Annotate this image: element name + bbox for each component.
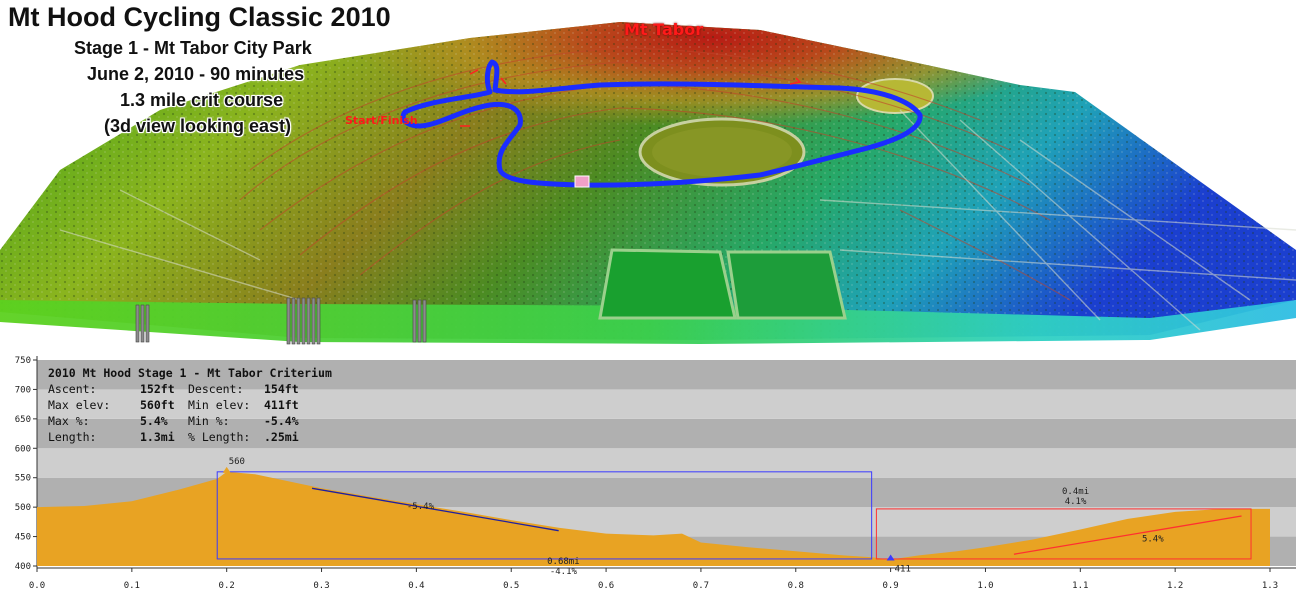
chart-band — [37, 418, 1296, 449]
max-elevation-marker — [222, 466, 231, 473]
x-tick-label: 1.3 — [1262, 581, 1278, 591]
chart-annotations: -5.4% 0.68mi -4.1% 5.4% 0.4mi 4.1% 560 4… — [216, 457, 1252, 577]
terrain-render — [0, 22, 1296, 345]
y-tick-label: 400 — [15, 562, 31, 572]
stats-row: Length: 1.3mi % Length: .25mi — [48, 429, 332, 445]
chart-band — [37, 448, 1296, 478]
elevation-area — [37, 471, 1270, 566]
pct-length-value: .25mi — [264, 430, 299, 444]
y-tick-label: 600 — [15, 444, 31, 454]
descent-grade-line — [311, 487, 559, 532]
ascent-value: 152ft — [140, 382, 175, 396]
climb-segment-box — [875, 508, 1252, 560]
x-tick-label: 0.2 — [219, 581, 235, 591]
race-route — [400, 59, 923, 188]
climb-grade-line — [1013, 515, 1242, 555]
start-finish-label: Start/Finish — [345, 114, 418, 127]
max-grade-label: Max %: — [48, 414, 90, 428]
map-subtitle-course: 1.3 mile crit course — [120, 90, 284, 110]
min-elev-value: 411ft — [264, 398, 299, 412]
descent-label: Descent: — [188, 382, 244, 396]
min-elevation-marker — [886, 554, 895, 561]
profile-stats: 2010 Mt Hood Stage 1 - Mt Tabor Criteriu… — [48, 365, 332, 445]
min-grade-value: -5.4% — [264, 414, 299, 428]
map-subtitle-stage: Stage 1 - Mt Tabor City Park — [74, 38, 312, 58]
y-tick-label: 650 — [15, 415, 31, 425]
y-tick-label: 450 — [15, 533, 31, 543]
x-tick-label: 0.4 — [408, 581, 424, 591]
x-axis: 0.0 0.1 0.2 0.3 0.4 0.5 0.6 0.7 0.8 0.9 1.0 1.1 1.2 1… — [29, 567, 1296, 591]
length-label: Length: — [48, 430, 97, 444]
descent-grade-label: -5.4% — [407, 502, 435, 512]
climb-distance-label: 0.4mi — [1062, 487, 1089, 497]
min-elev-label: Min elev: — [188, 398, 251, 412]
chart-band — [37, 389, 1296, 419]
y-axis: 400 450 500 550 600 650 700 750 — [15, 356, 38, 572]
x-tick-label: 0.1 — [124, 581, 140, 591]
max-elevation-label: 560 — [229, 457, 245, 467]
profile-title: 2010 Mt Hood Stage 1 - Mt Tabor Criteriu… — [48, 366, 332, 380]
stats-row: Max %: 5.4% Min %: -5.4% — [48, 413, 332, 429]
start-finish-marker — [574, 175, 590, 188]
min-grade-label: Min %: — [188, 414, 230, 428]
max-elev-value: 560ft — [140, 398, 175, 412]
descent-value: 154ft — [264, 382, 299, 396]
pct-length-label: % Length: — [188, 430, 251, 444]
map-3d-view: Mt Hood Cycling Classic 2010 Stage 1 - M… — [0, 2, 1296, 345]
y-tick-label: 750 — [15, 356, 31, 366]
x-tick-label: 0.7 — [693, 581, 709, 591]
elevation-profile: 400 450 500 550 600 650 700 750 0.0 0.1 0.2 0.3 0.4… — [0, 356, 1296, 594]
ascent-label: Ascent: — [48, 382, 97, 396]
chart-band — [37, 360, 1296, 390]
climb-average-label: 4.1% — [1065, 497, 1087, 507]
map-title: Mt Hood Cycling Classic 2010 — [8, 2, 391, 32]
y-tick-label: 700 — [15, 385, 31, 395]
descent-average-label: -4.1% — [550, 567, 578, 577]
elevation-chart: 400 450 500 550 600 650 700 750 0.0 0.1 0.2 0.3 0.4… — [15, 356, 1296, 591]
max-grade-value: 5.4% — [140, 414, 168, 428]
map-subtitle-date: June 2, 2010 - 90 minutes — [87, 64, 305, 84]
stats-row: Max elev: 560ft Min elev: 411ft — [48, 397, 332, 413]
x-tick-label: 0.5 — [503, 581, 519, 591]
peak-label: Mt Tabor — [624, 20, 704, 39]
x-tick-label: 1.0 — [977, 581, 993, 591]
descent-segment-box — [216, 471, 873, 560]
max-elev-label: Max elev: — [48, 398, 111, 412]
x-tick-label: 0.8 — [788, 581, 804, 591]
y-tick-label: 550 — [15, 474, 31, 484]
x-tick-label: 1.2 — [1167, 581, 1183, 591]
climb-grade-label: 5.4% — [1142, 534, 1164, 544]
min-elevation-label: 411 — [895, 565, 911, 575]
length-value: 1.3mi — [140, 430, 175, 444]
x-tick-label: 0.9 — [882, 581, 898, 591]
descent-distance-label: 0.68mi — [547, 557, 580, 567]
x-tick-label: 1.1 — [1072, 581, 1088, 591]
x-tick-label: 0.6 — [598, 581, 614, 591]
y-tick-label: 500 — [15, 503, 31, 513]
x-tick-label: 0.0 — [29, 581, 45, 591]
stats-row: Ascent: 152ft Descent: 154ft — [48, 381, 332, 397]
map-subtitle-view: (3d view looking east) — [104, 116, 292, 136]
x-tick-label: 0.3 — [313, 581, 329, 591]
